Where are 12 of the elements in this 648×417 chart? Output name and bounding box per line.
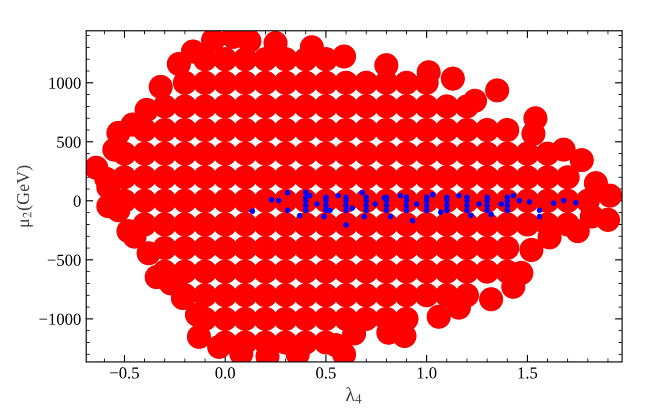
y-tick-label: 1000 (49, 77, 81, 89)
y-axis-title: μ$_{2}$(GeV) (16, 166, 33, 227)
y-tick-label: −500 (48, 254, 81, 266)
x-axis-title: λ$_{4}$ (346, 387, 362, 404)
x-tick-label: 0.5 (316, 367, 336, 379)
x-tick-label: −0.5 (110, 367, 139, 379)
y-tick-label: 500 (57, 136, 81, 148)
y-tick-label: 0 (74, 196, 81, 207)
x-tick-label: 0.0 (215, 367, 235, 379)
y-tick-label: −1000 (39, 314, 81, 325)
x-tick-label: 1.5 (518, 367, 538, 379)
x-tick-label: 1.0 (418, 367, 436, 379)
